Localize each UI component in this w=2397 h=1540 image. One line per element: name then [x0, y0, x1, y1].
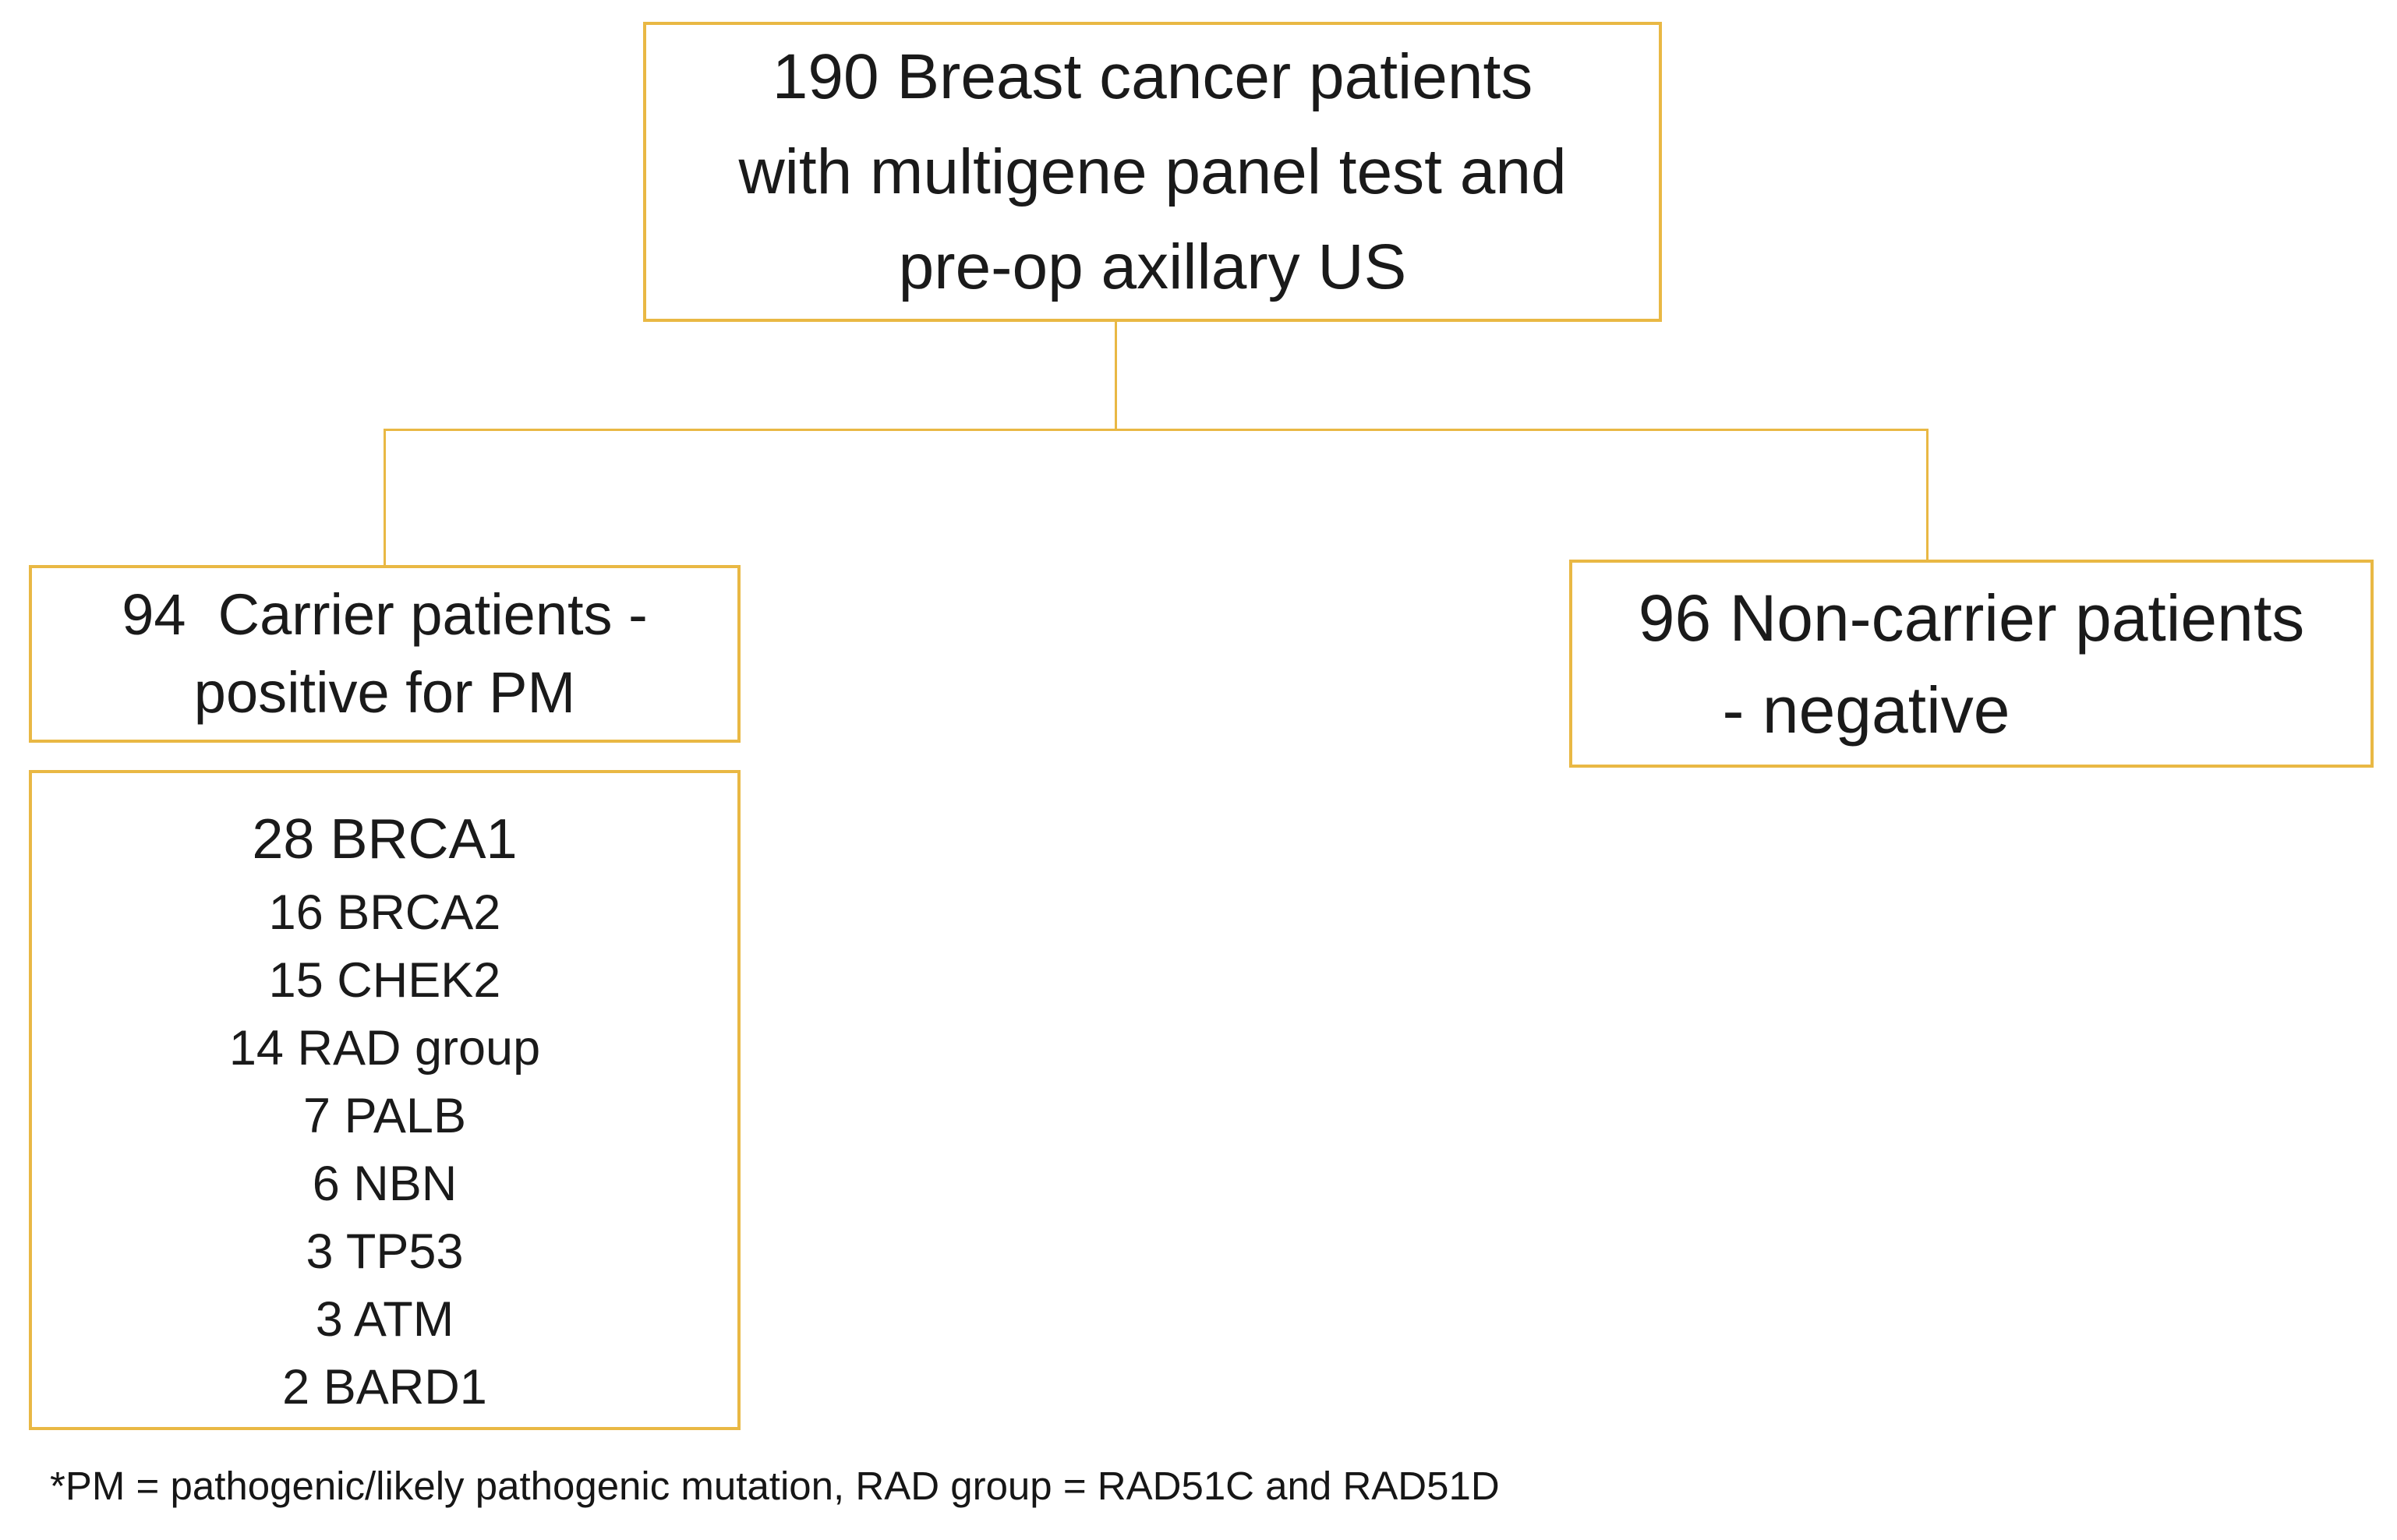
gene-count: 3 [315, 1292, 343, 1347]
gene-name: PALB [344, 1089, 466, 1143]
gene-name: BRCA1 [330, 808, 518, 871]
connector-top-vertical [1115, 322, 1117, 431]
gene-name: TP53 [345, 1224, 464, 1279]
carrier-patients-line-1: 94 Carrier patients - [122, 582, 648, 647]
gene-count: 7 [303, 1089, 331, 1143]
gene-name: RAD group [297, 1021, 541, 1076]
carrier-patients-line-2: positive for PM [193, 660, 576, 725]
gene-row: 3 ATM [316, 1286, 454, 1354]
carrier-patients-box: 94 Carrier patients - positive for PM [29, 565, 741, 743]
footnote: *PM = pathogenic/likely pathogenic mutat… [50, 1464, 1500, 1508]
gene-name: NBN [353, 1157, 458, 1211]
gene-name: BARD1 [323, 1360, 487, 1415]
gene-row: 15 CHEK2 [269, 947, 501, 1015]
total-patients-line-3: pre-op axillary US [898, 231, 1407, 302]
gene-count: 3 [306, 1224, 334, 1279]
total-patients-line-2: with multigene panel test and [738, 136, 1567, 207]
gene-name: ATM [353, 1292, 454, 1347]
gene-count: 2 [282, 1360, 310, 1415]
gene-count: 28 [252, 808, 315, 871]
gene-count: 16 [268, 885, 323, 940]
total-patients-line-1: 190 Breast cancer patients [772, 41, 1533, 112]
non-carrier-patients-line-1: 96 Non-carrier patients [1638, 581, 2305, 655]
gene-name: CHEK2 [337, 953, 501, 1008]
gene-row: 6 NBN [313, 1150, 458, 1218]
gene-count: 6 [312, 1157, 340, 1211]
connector-left-vertical [384, 429, 386, 568]
gene-row: 2 BARD1 [282, 1354, 487, 1422]
total-patients-box: 190 Breast cancer patients with multigen… [643, 22, 1662, 322]
gene-name: BRCA2 [337, 885, 501, 940]
gene-breakdown-box: 28 BRCA1 16 BRCA2 15 CHEK2 14 RAD group … [29, 770, 741, 1430]
gene-row: 14 RAD group [229, 1015, 540, 1083]
connector-right-vertical [1926, 429, 1929, 563]
non-carrier-patients-box: 96 Non-carrier patients - negative [1569, 560, 2374, 768]
gene-row: 7 PALB [303, 1083, 466, 1150]
non-carrier-patients-line-2: - negative [1722, 673, 2010, 747]
gene-row: 16 BRCA2 [269, 879, 501, 947]
gene-count: 14 [228, 1021, 284, 1076]
connector-horizontal [384, 429, 1929, 431]
gene-count: 15 [268, 953, 323, 1008]
gene-row: 3 TP53 [306, 1218, 463, 1286]
gene-row: 28 BRCA1 [252, 800, 517, 879]
